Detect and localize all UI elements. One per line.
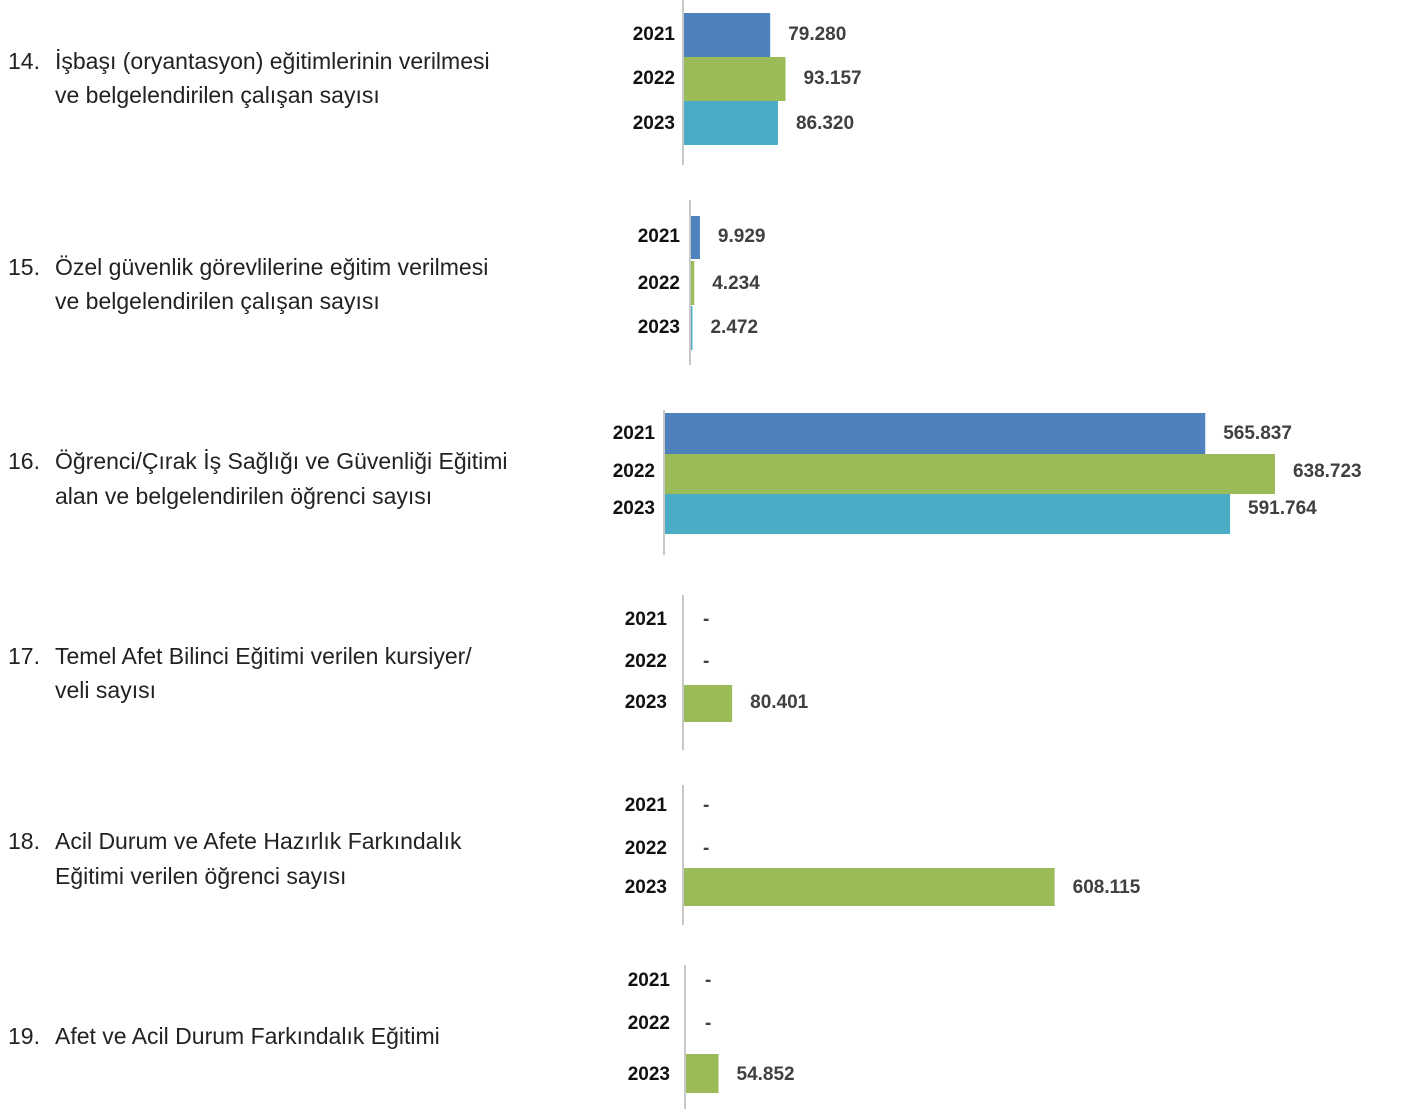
year-label: 2021	[625, 609, 668, 630]
item-number: 15.	[8, 254, 40, 280]
item-title: Eğitimi verilen öğrenci sayısı	[55, 863, 346, 889]
item-title: Acil Durum ve Afete Hazırlık Farkındalık	[55, 828, 462, 854]
value-label: 54.852	[737, 1064, 795, 1085]
value-label: 4.234	[712, 273, 760, 294]
year-label: 2021	[633, 24, 676, 45]
value-label: 9.929	[718, 226, 766, 247]
year-label: 2022	[625, 838, 667, 859]
value-label: 2.472	[710, 317, 758, 338]
value-label: -	[705, 970, 711, 991]
bar	[664, 413, 1206, 454]
year-label: 2022	[633, 68, 675, 89]
value-label: 79.280	[788, 24, 846, 45]
bar	[683, 101, 778, 145]
item-number: 19.	[8, 1023, 40, 1049]
bar	[690, 306, 693, 350]
year-label: 2023	[625, 877, 667, 898]
year-label: 2023	[638, 317, 680, 338]
bar	[685, 1054, 719, 1093]
item-title: ve belgelendirilen çalışan sayısı	[55, 82, 380, 108]
year-label: 2022	[638, 273, 680, 294]
item-title: Afet ve Acil Durum Farkındalık Eğitimi	[55, 1023, 440, 1049]
year-label: 2023	[625, 692, 667, 713]
year-label: 2022	[628, 1013, 670, 1034]
year-label: 2021	[628, 970, 671, 991]
item-number: 14.	[8, 48, 40, 74]
year-label: 2021	[638, 226, 681, 247]
value-label: 86.320	[796, 113, 854, 134]
item-number: 18.	[8, 828, 40, 854]
year-label: 2023	[633, 113, 675, 134]
value-label: -	[705, 1013, 711, 1034]
bar	[664, 494, 1231, 534]
year-label: 2022	[625, 651, 667, 672]
item-title: ve belgelendirilen çalışan sayısı	[55, 288, 380, 314]
bar	[683, 13, 771, 57]
value-label: 93.157	[803, 68, 861, 89]
year-label: 2022	[613, 461, 655, 482]
bar	[683, 868, 1055, 906]
value-label: 638.723	[1293, 461, 1362, 482]
year-label: 2023	[613, 498, 655, 519]
item-title: Temel Afet Bilinci Eğitimi verilen kursi…	[55, 643, 472, 669]
value-label: -	[703, 651, 709, 672]
bar	[690, 261, 695, 305]
item-title: İşbaşı (oryantasyon) eğitimlerinin veril…	[55, 48, 490, 74]
bar	[683, 57, 786, 101]
item-title: Özel güvenlik görevlilerine eğitim veril…	[55, 254, 488, 280]
value-label: -	[703, 838, 709, 859]
value-label: 591.764	[1248, 498, 1317, 519]
item-title: Öğrenci/Çırak İş Sağlığı ve Güvenliği Eğ…	[55, 448, 508, 474]
bar	[664, 454, 1275, 494]
item-title: veli sayısı	[55, 677, 156, 703]
bar	[683, 685, 733, 722]
year-label: 2021	[625, 795, 668, 816]
item-number: 16.	[8, 448, 40, 474]
value-label: 80.401	[750, 692, 809, 713]
value-label: -	[703, 609, 709, 630]
year-label: 2023	[628, 1064, 670, 1085]
item-number: 17.	[8, 643, 40, 669]
value-label: -	[703, 795, 709, 816]
value-label: 608.115	[1073, 877, 1141, 898]
item-title: alan ve belgelendirilen öğrenci sayısı	[55, 483, 432, 509]
bar	[690, 216, 700, 259]
value-label: 565.837	[1223, 423, 1292, 444]
year-label: 2021	[613, 423, 656, 444]
